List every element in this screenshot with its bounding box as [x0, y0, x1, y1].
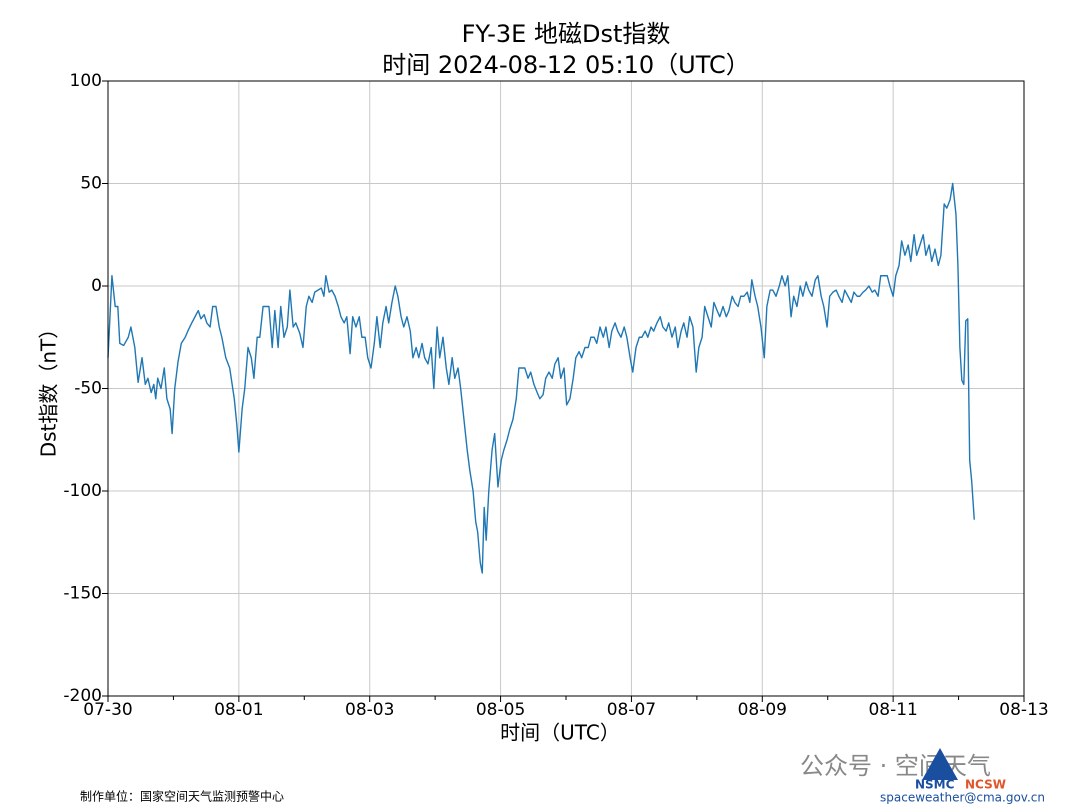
- logo-icon: [922, 748, 958, 780]
- x-tick-label: 08-01: [214, 700, 263, 720]
- x-tick-label: 07-30: [83, 700, 132, 720]
- x-tick-label: 08-03: [345, 700, 394, 720]
- watermark: 公众号 · 空间天气: [800, 752, 991, 780]
- logo-ncsw: NCSW: [965, 778, 1006, 792]
- x-tick-label: 08-05: [476, 700, 525, 720]
- y-axis-label: Dst指数（nT）: [37, 319, 61, 458]
- y-tick-label: -50: [74, 379, 102, 399]
- y-tick-label: -200: [63, 686, 102, 706]
- y-tick-label: -150: [63, 584, 102, 604]
- x-axis-label: 时间（UTC）: [500, 721, 620, 745]
- chart-title: FY-3E 地磁Dst指数: [462, 20, 671, 48]
- plot-frame: [107, 80, 1025, 697]
- x-tick-label: 08-09: [738, 700, 787, 720]
- y-tick-label: 0: [91, 276, 102, 296]
- x-tick-label: 08-07: [607, 700, 656, 720]
- logo-nsmc: NSMC: [915, 778, 955, 792]
- x-tick-label: 08-13: [999, 700, 1048, 720]
- data-line: [107, 182, 975, 574]
- y-tick-label: -100: [63, 481, 102, 501]
- x-tick-label: 08-11: [868, 700, 917, 720]
- y-tick-label: 100: [70, 71, 102, 91]
- chart-subtitle: 时间 2024-08-12 05:10（UTC）: [382, 51, 749, 79]
- producer-note: 制作单位：国家空间天气监测预警中心: [80, 789, 284, 804]
- y-tick-label: 50: [80, 174, 102, 194]
- contact-email: spaceweather@cma.gov.cn: [880, 791, 1045, 805]
